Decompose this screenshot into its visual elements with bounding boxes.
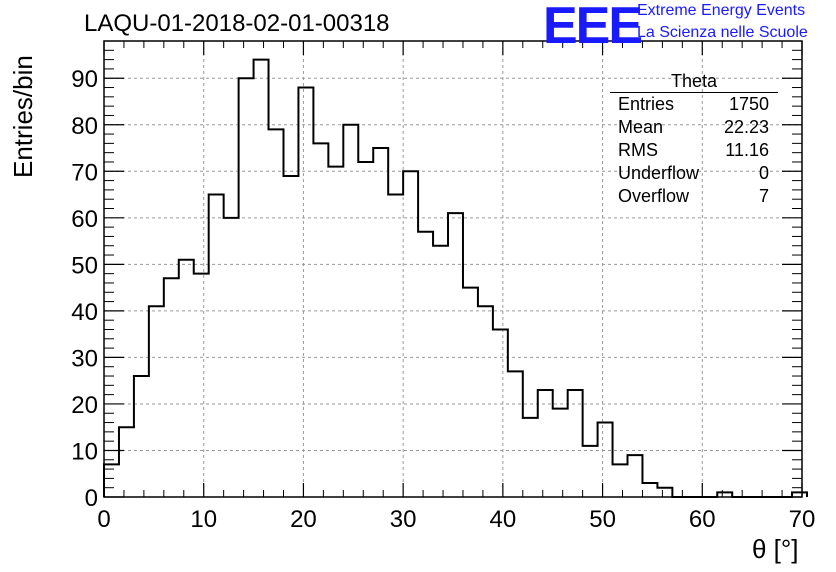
stats-label: Overflow <box>618 186 690 206</box>
y-tick-label: 20 <box>71 392 98 419</box>
histogram-bin <box>628 455 643 497</box>
x-tick-label: 50 <box>589 506 616 533</box>
histogram-bin <box>642 483 657 497</box>
y-tick-label: 90 <box>71 66 98 93</box>
x-tick-label: 20 <box>290 506 317 533</box>
x-tick-label: 0 <box>97 506 110 533</box>
stats-value: 1750 <box>728 94 769 114</box>
y-tick-label: 0 <box>85 485 98 512</box>
logo-line-1: Extreme Energy Events <box>637 2 806 19</box>
histogram-bin <box>328 167 343 497</box>
x-axis-label: θ [°] <box>752 534 799 564</box>
histogram-bin <box>478 306 493 497</box>
stats-label: Entries <box>618 94 675 114</box>
histogram-series <box>103 58 808 498</box>
logo-line-2: La Scienza nelle Scuole <box>637 24 808 41</box>
stats-row-overflow: Overflow 7 <box>610 185 778 208</box>
plot-frame <box>103 40 803 498</box>
histogram-bin <box>433 246 448 497</box>
histogram-bin <box>149 306 164 497</box>
stats-label: RMS <box>618 140 658 160</box>
stats-value: 0 <box>758 163 769 183</box>
x-tick-label: 10 <box>190 506 217 533</box>
stats-value: 11.16 <box>725 140 769 160</box>
stats-row-entries: Entries 1750 <box>610 93 778 116</box>
stats-label: Mean <box>618 117 664 137</box>
histogram-bin <box>358 162 373 497</box>
histogram-bin <box>403 171 418 497</box>
y-tick-label: 50 <box>71 252 98 279</box>
chart-title: LAQU-01-2018-02-01-00318 <box>84 10 390 37</box>
histogram-bin <box>538 390 553 497</box>
x-tick-label: 70 <box>789 506 816 533</box>
stats-value: 7 <box>758 186 769 206</box>
y-tick-label: 40 <box>71 299 98 326</box>
y-tick-label: 60 <box>71 206 98 233</box>
histogram-bin <box>657 488 672 497</box>
histogram-bin <box>418 232 433 497</box>
histogram-bin <box>283 176 298 497</box>
y-tick-label: 30 <box>71 345 98 372</box>
histogram-bin <box>583 446 598 497</box>
histogram-bin <box>209 195 224 497</box>
histogram-bin <box>373 148 388 497</box>
stats-box: Theta Entries 1750 Mean 22.23 RMS 11.16 … <box>610 72 778 208</box>
histogram-bin <box>553 409 568 497</box>
histogram-bin <box>298 88 313 497</box>
histogram-bin <box>194 274 209 497</box>
eee-logo: EEE <box>543 0 643 55</box>
histogram-bin <box>493 329 508 497</box>
histogram-bin <box>179 260 194 497</box>
histogram-bin <box>568 390 583 497</box>
x-tick-label: 60 <box>689 506 716 533</box>
y-axis-label: Entries/bin <box>8 55 38 178</box>
x-tick-label: 30 <box>390 506 417 533</box>
histogram-bin <box>448 213 463 497</box>
y-tick-label: 70 <box>71 159 98 186</box>
histogram-bin <box>613 464 628 497</box>
histogram-bin <box>523 418 538 497</box>
histogram-bin <box>388 195 403 497</box>
histogram-bin <box>598 423 613 497</box>
x-tick-label: 40 <box>490 506 517 533</box>
stats-row-underflow: Underflow 0 <box>610 162 778 185</box>
histogram-bin <box>119 427 134 497</box>
stats-label: Underflow <box>618 163 700 183</box>
histogram-bin <box>508 371 523 497</box>
histogram-bin <box>313 143 328 497</box>
histogram-bin <box>463 288 478 497</box>
stats-value: 22.23 <box>723 117 769 137</box>
histogram-bin <box>134 376 149 497</box>
y-tick-label: 10 <box>71 438 98 465</box>
histogram-bin <box>239 78 254 497</box>
stats-title: Theta <box>610 72 778 93</box>
stats-row-mean: Mean 22.23 <box>610 116 778 139</box>
stats-row-rms: RMS 11.16 <box>610 139 778 162</box>
histogram-bin <box>269 129 284 497</box>
y-tick-label: 80 <box>71 113 98 140</box>
